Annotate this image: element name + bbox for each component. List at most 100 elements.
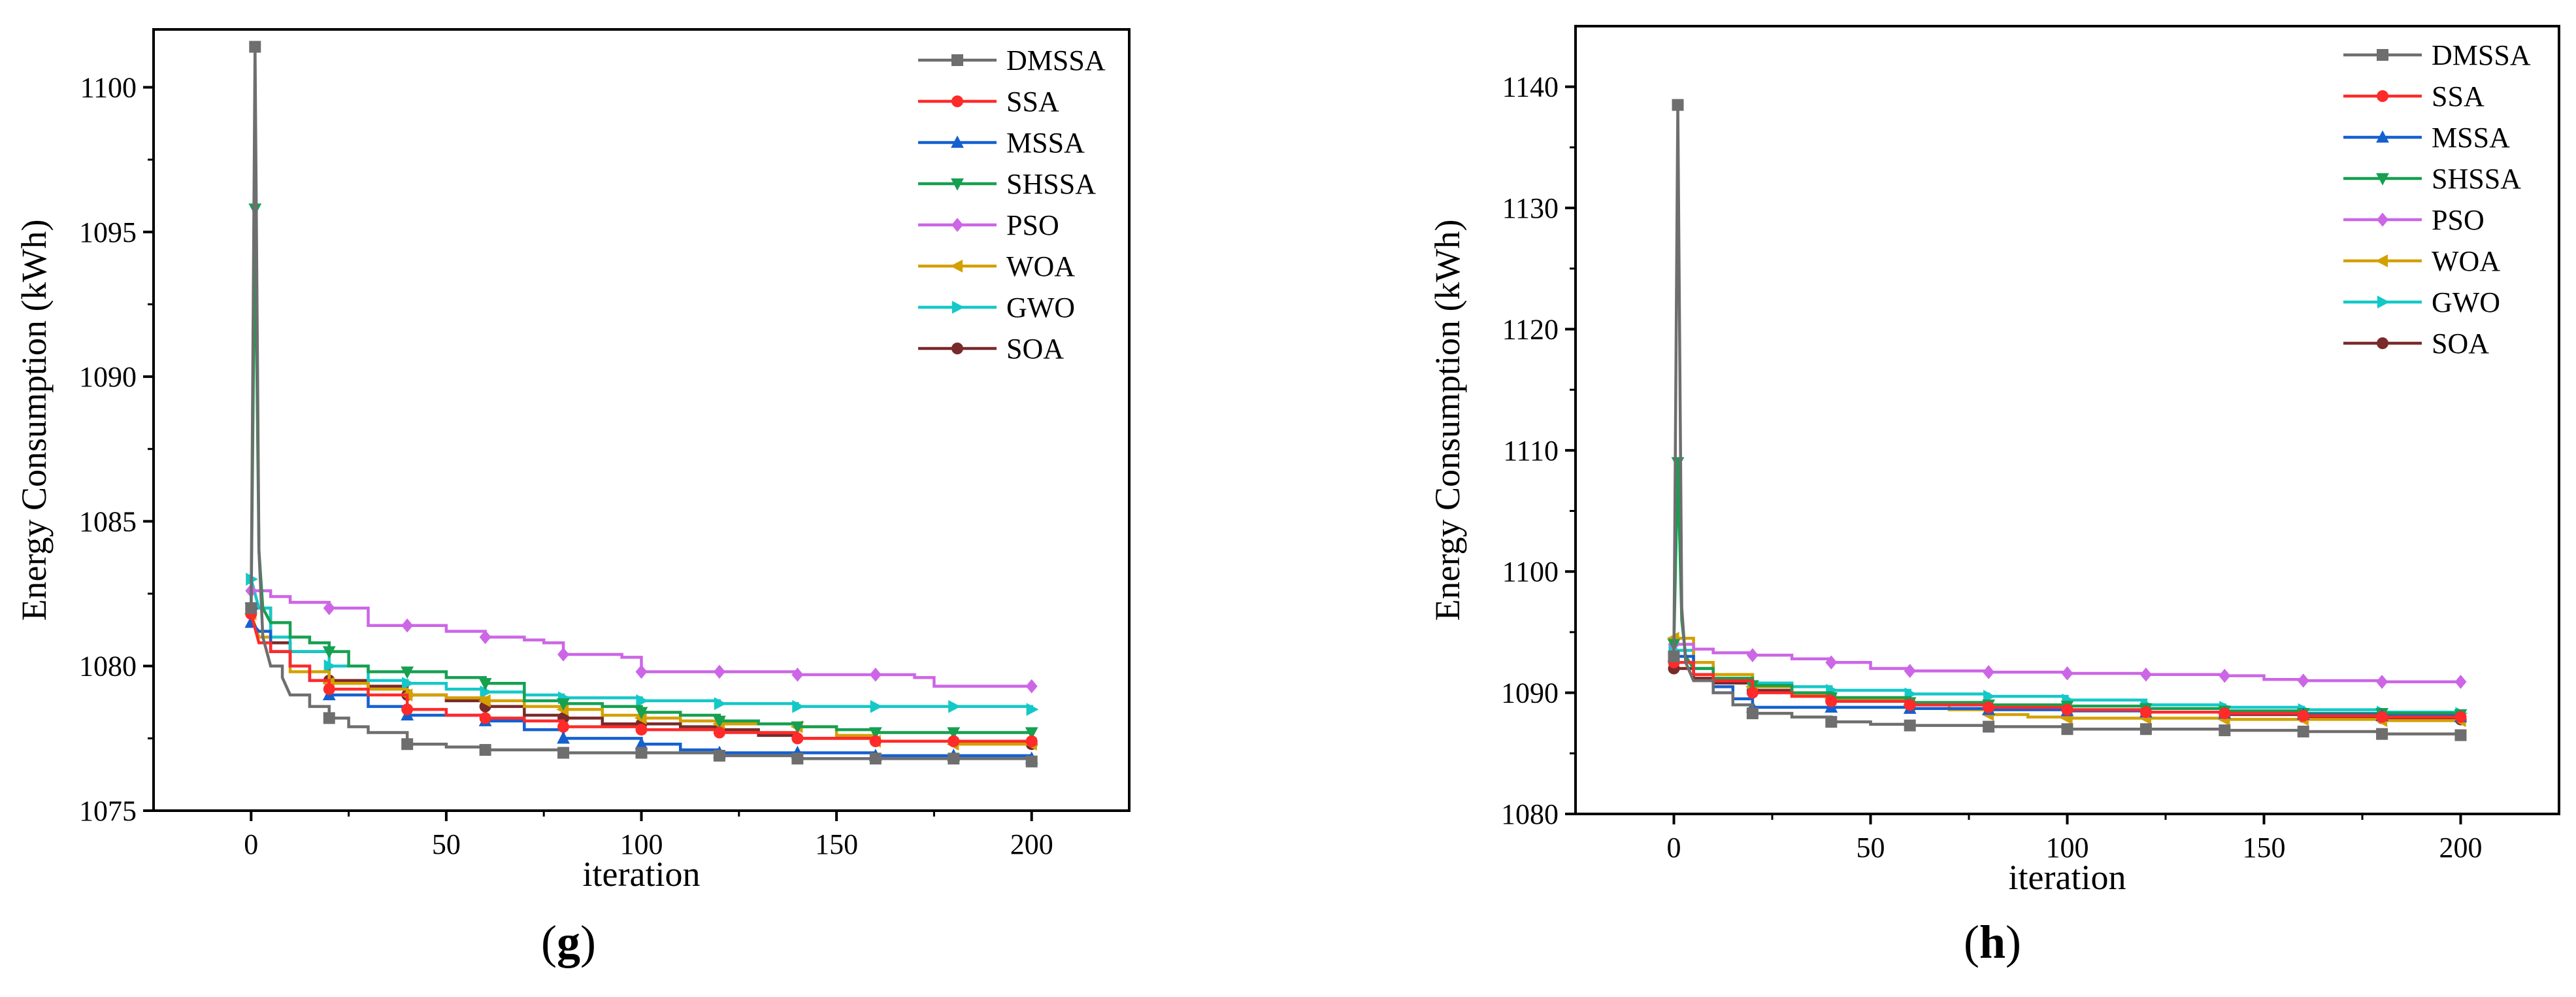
- point-ssa-g: [635, 724, 648, 736]
- point-dmssa-h: [2139, 723, 2152, 735]
- point-pso-h: [2139, 667, 2152, 682]
- point-dmssa-g: [479, 744, 491, 756]
- series-ssa-h: [1668, 656, 2467, 723]
- point-shssa-h: [1671, 457, 1685, 470]
- point-dmssa-h: [1668, 651, 1680, 662]
- panel-label-h-letter: h: [1979, 916, 2006, 968]
- point-pso-h: [1904, 664, 1916, 679]
- point-shssa-g: [713, 715, 726, 728]
- point-gwo-g: [1026, 703, 1039, 716]
- line-dmssa-g: [250, 46, 1033, 762]
- point-shssa-g: [868, 727, 882, 740]
- x-tick-label-g-1: 50: [432, 828, 461, 860]
- panel-label-h: (h): [1964, 916, 2022, 968]
- point-shssa-g: [322, 646, 336, 659]
- y-axis-label-h: Energy Consumption (kWh): [1428, 220, 1467, 621]
- point-ssa-g: [323, 683, 335, 696]
- x-axis-label-h: iteration: [2009, 858, 2126, 897]
- legend-label-dmssa-h: DMSSA: [2432, 39, 2531, 71]
- line-dmssa-h: [1672, 105, 2462, 735]
- legend-label-ssa-g: SSA: [1006, 86, 1059, 118]
- x-tick-label-g-3: 150: [815, 828, 858, 860]
- point-dmssa-g: [869, 752, 882, 765]
- point-gwo-g: [714, 697, 727, 711]
- point-mssa-g: [635, 737, 648, 750]
- point-dmssa-g: [245, 602, 257, 615]
- legend-marker-soa-h: [2377, 337, 2388, 349]
- point-dmssa-h: [2061, 723, 2073, 735]
- point-shssa-g: [1025, 727, 1038, 740]
- y-tick-label-h-0: 1080: [1501, 798, 1559, 830]
- point-gwo-g: [870, 700, 883, 713]
- point-ssa-g: [479, 712, 491, 724]
- series-pso-h: [1668, 637, 2467, 689]
- point-ssa-h: [1983, 701, 1995, 713]
- legend-marker-woa-h: [2375, 254, 2388, 267]
- point-dmssa-g: [713, 749, 725, 762]
- point-ssa-g: [557, 720, 570, 733]
- y-axis-label-g: Energy Consumption (kWh): [14, 220, 54, 621]
- legend-label-woa-g: WOA: [1006, 250, 1075, 282]
- y-tick-label-h-2: 1100: [1502, 556, 1559, 588]
- point-pso-h: [2376, 675, 2388, 689]
- point-dmssa-h: [2454, 729, 2467, 741]
- series-ssa-g: [245, 608, 1038, 747]
- line-shssa-g: [250, 209, 1032, 734]
- y-tick-label-h-4: 1120: [1502, 313, 1559, 345]
- point-mssa-g: [557, 731, 570, 744]
- y-tick-label-h-1: 1090: [1501, 677, 1559, 709]
- point-dmssa-h: [2219, 724, 2231, 737]
- point-ssa-h: [2297, 709, 2309, 722]
- point-pso-g: [791, 667, 804, 682]
- legend-label-pso-h: PSO: [2432, 204, 2485, 236]
- point-ssa-g: [713, 726, 725, 739]
- point-dmssa-g: [401, 738, 414, 751]
- panel-label-g-letter: g: [556, 916, 580, 968]
- point-pso-h: [1746, 648, 1759, 662]
- legend-label-ssa-h: SSA: [2432, 80, 2485, 112]
- point-ssa-h: [1825, 695, 1838, 707]
- y-tick-label-h-6: 1140: [1502, 71, 1559, 103]
- legend-h: DMSSA SSA MSSA SHSSA PSO WOA GWO SOA: [2343, 39, 2531, 360]
- point-ssa-g: [401, 703, 414, 716]
- point-pso-g: [401, 618, 414, 633]
- point-dmssa-g: [249, 41, 261, 53]
- point-pso-g: [713, 664, 725, 679]
- point-shssa-g: [401, 666, 414, 679]
- y-tick-label-h-3: 1110: [1503, 435, 1559, 467]
- point-dmssa-g: [1025, 755, 1038, 768]
- legend-label-pso-g: PSO: [1006, 209, 1059, 241]
- point-gwo-g: [948, 700, 961, 713]
- x-tick-label-g-0: 0: [244, 828, 258, 860]
- point-pso-h: [2297, 673, 2309, 688]
- point-woa-g: [478, 694, 491, 707]
- legend-marker-mssa-h: [2376, 130, 2389, 143]
- point-pso-h: [2454, 675, 2467, 689]
- point-shssa-g: [557, 698, 570, 711]
- series-pso-g: [245, 583, 1038, 694]
- legend-label-soa-g: SOA: [1006, 333, 1064, 365]
- point-ssa-h: [2139, 706, 2152, 718]
- chart-h: 0 50 100 150 200 1080 1090 1100 1110 1120 1130 1140…: [1428, 25, 2560, 897]
- point-pso-h: [1825, 655, 1838, 670]
- y-tick-label-h-5: 1130: [1502, 192, 1559, 224]
- legend-marker-pso-h: [2377, 212, 2388, 227]
- legend-marker-shssa-g: [951, 178, 964, 191]
- legend-marker-gwo-h: [2377, 296, 2390, 309]
- point-ssa-h: [2061, 703, 2073, 716]
- line-pso-h: [1674, 643, 2461, 684]
- legend-label-soa-h: SOA: [2432, 328, 2489, 360]
- y-tick-label-g-1: 1080: [79, 651, 137, 683]
- x-tick-label-g-4: 200: [1010, 828, 1053, 860]
- legend-marker-gwo-g: [951, 301, 965, 314]
- point-shssa-g: [791, 721, 804, 734]
- point-ssa-h: [2219, 707, 2231, 720]
- point-pso-g: [1025, 679, 1038, 694]
- point-dmssa-g: [948, 752, 960, 765]
- y-tick-label-g-2: 1085: [79, 505, 137, 537]
- point-dmssa-g: [323, 712, 335, 724]
- point-gwo-g: [402, 677, 414, 690]
- x-axis-label-g: iteration: [583, 854, 701, 894]
- series-dmssa-h: [1668, 99, 2467, 741]
- point-pso-g: [323, 601, 335, 615]
